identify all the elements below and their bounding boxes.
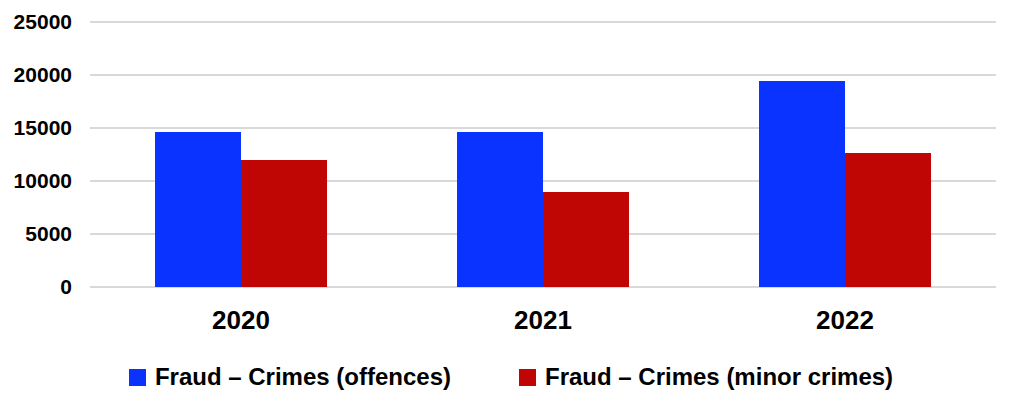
legend: Fraud – Crimes (offences) Fraud – Crimes … bbox=[0, 363, 1022, 391]
x-tick-label-2022: 2022 bbox=[765, 305, 925, 336]
bar-offences-2021 bbox=[457, 132, 543, 287]
bar-minor-crimes-2020 bbox=[241, 160, 327, 287]
x-tick-label-2021: 2021 bbox=[463, 305, 623, 336]
x-tick-label-2020: 2020 bbox=[161, 305, 321, 336]
gridline bbox=[90, 21, 996, 23]
y-tick-label: 10000 bbox=[0, 170, 72, 192]
y-tick-label: 5000 bbox=[0, 223, 72, 245]
bar-offences-2022 bbox=[759, 81, 845, 287]
bar-minor-crimes-2022 bbox=[845, 153, 931, 287]
bar-chart: 0 5000 10000 15000 20000 25000 2020 2021 2022 F… bbox=[0, 0, 1022, 414]
gridline bbox=[90, 127, 996, 129]
plot-area: 0 5000 10000 15000 20000 25000 2020 2021 2022 bbox=[0, 0, 1022, 414]
gridline bbox=[90, 74, 996, 76]
y-tick-label: 25000 bbox=[0, 11, 72, 33]
legend-label: Fraud – Crimes (offences) bbox=[155, 363, 451, 391]
y-tick-label: 20000 bbox=[0, 64, 72, 86]
legend-swatch-icon bbox=[129, 369, 146, 386]
bar-offences-2020 bbox=[155, 132, 241, 287]
y-tick-label: 0 bbox=[0, 276, 72, 298]
legend-item-offences: Fraud – Crimes (offences) bbox=[129, 363, 451, 391]
legend-label: Fraud – Crimes (minor crimes) bbox=[545, 363, 893, 391]
legend-item-minor-crimes: Fraud – Crimes (minor crimes) bbox=[519, 363, 893, 391]
y-tick-label: 15000 bbox=[0, 117, 72, 139]
bar-minor-crimes-2021 bbox=[543, 192, 629, 287]
legend-swatch-icon bbox=[519, 369, 536, 386]
